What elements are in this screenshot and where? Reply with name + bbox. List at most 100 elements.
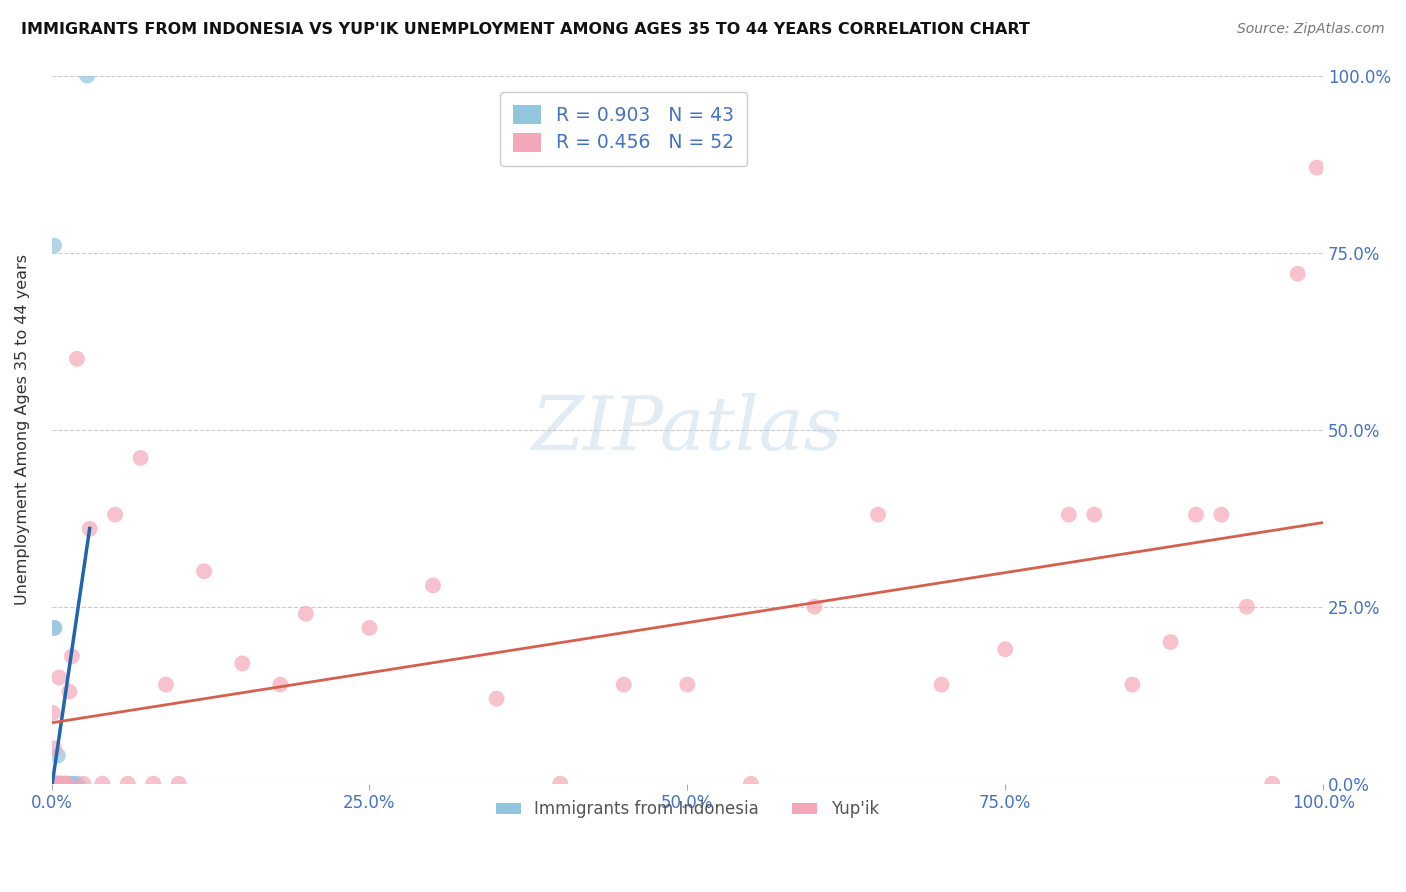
Point	[803, 599, 825, 614]
Point	[48, 777, 70, 791]
Point	[51, 777, 73, 791]
Point	[42, 777, 65, 791]
Point	[72, 777, 94, 791]
Point	[42, 777, 65, 791]
Point	[41, 777, 63, 791]
Point	[58, 777, 80, 791]
Point	[53, 777, 76, 791]
Point	[42, 777, 65, 791]
Point	[42, 621, 65, 635]
Point	[1261, 777, 1284, 791]
Point	[42, 777, 65, 791]
Point	[66, 777, 89, 791]
Point	[42, 777, 65, 791]
Point	[60, 649, 83, 664]
Point	[48, 671, 70, 685]
Point	[42, 777, 65, 791]
Point	[104, 508, 127, 522]
Point	[42, 238, 65, 252]
Point	[44, 777, 66, 791]
Point	[42, 706, 65, 720]
Point	[41, 777, 63, 791]
Point	[1211, 508, 1233, 522]
Point	[44, 777, 66, 791]
Point	[56, 777, 79, 791]
Point	[41, 777, 63, 791]
Point	[269, 677, 291, 691]
Point	[58, 684, 80, 698]
Point	[45, 777, 67, 791]
Point	[44, 777, 66, 791]
Point	[44, 777, 66, 791]
Point	[167, 777, 190, 791]
Point	[44, 777, 66, 791]
Point	[42, 777, 65, 791]
Point	[548, 777, 571, 791]
Point	[42, 777, 65, 791]
Point	[868, 508, 890, 522]
Point	[155, 677, 177, 691]
Point	[46, 777, 69, 791]
Point	[41, 777, 63, 791]
Point	[295, 607, 318, 621]
Point	[46, 748, 69, 763]
Point	[740, 777, 762, 791]
Point	[42, 777, 65, 791]
Point	[42, 777, 65, 791]
Point	[485, 691, 508, 706]
Point	[117, 777, 139, 791]
Point	[42, 777, 65, 791]
Point	[42, 777, 65, 791]
Point	[42, 777, 65, 791]
Point	[42, 777, 65, 791]
Point	[66, 351, 89, 366]
Point	[41, 777, 63, 791]
Point	[53, 777, 76, 791]
Point	[613, 677, 636, 691]
Point	[51, 777, 73, 791]
Point	[44, 777, 66, 791]
Point	[42, 777, 65, 791]
Point	[193, 564, 215, 578]
Point	[63, 777, 86, 791]
Point	[52, 777, 75, 791]
Point	[129, 450, 152, 465]
Point	[1121, 677, 1143, 691]
Point	[676, 677, 699, 691]
Point	[45, 777, 67, 791]
Point	[41, 777, 63, 791]
Point	[41, 777, 63, 791]
Point	[1057, 508, 1080, 522]
Point	[1185, 508, 1208, 522]
Point	[994, 642, 1017, 657]
Point	[359, 621, 381, 635]
Point	[42, 777, 65, 791]
Point	[422, 578, 444, 592]
Point	[76, 69, 98, 83]
Point	[1236, 599, 1258, 614]
Point	[41, 777, 63, 791]
Point	[42, 741, 65, 756]
Point	[79, 522, 101, 536]
Point	[49, 777, 72, 791]
Point	[41, 777, 63, 791]
Legend: Immigrants from Indonesia, Yup'ik: Immigrants from Indonesia, Yup'ik	[489, 794, 886, 825]
Point	[60, 777, 83, 791]
Point	[44, 621, 66, 635]
Text: ZIPatlas: ZIPatlas	[531, 393, 842, 466]
Point	[231, 657, 253, 671]
Point	[41, 777, 63, 791]
Point	[1286, 267, 1309, 281]
Text: IMMIGRANTS FROM INDONESIA VS YUP'IK UNEMPLOYMENT AMONG AGES 35 TO 44 YEARS CORRE: IMMIGRANTS FROM INDONESIA VS YUP'IK UNEM…	[21, 22, 1031, 37]
Y-axis label: Unemployment Among Ages 35 to 44 years: Unemployment Among Ages 35 to 44 years	[15, 254, 30, 605]
Point	[49, 777, 72, 791]
Point	[1160, 635, 1182, 649]
Point	[931, 677, 953, 691]
Point	[91, 777, 114, 791]
Point	[41, 777, 63, 791]
Point	[45, 777, 67, 791]
Point	[55, 777, 77, 791]
Point	[142, 777, 165, 791]
Text: Source: ZipAtlas.com: Source: ZipAtlas.com	[1237, 22, 1385, 37]
Point	[1083, 508, 1105, 522]
